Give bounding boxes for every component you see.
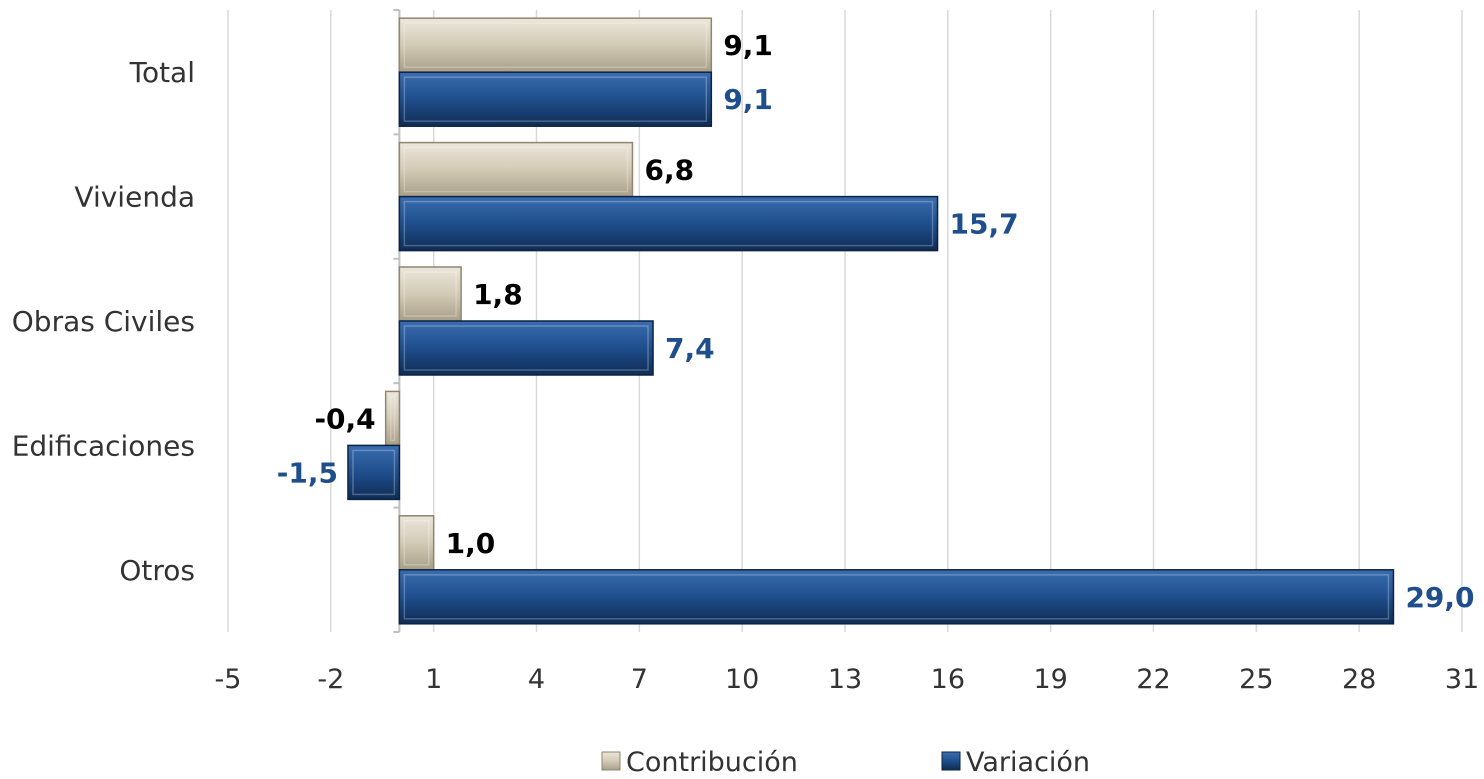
bar-variacion (398, 569, 1395, 625)
x-tick-label: 1 (425, 664, 442, 695)
bar-contribucion (398, 141, 634, 198)
bar-bevel (403, 271, 457, 317)
category-label: Total (129, 56, 195, 89)
data-label: 29,0 (1405, 581, 1474, 614)
x-tick-label: 7 (631, 664, 648, 695)
bar-variacion (398, 320, 654, 376)
x-tick-labels: -5 -2 1 4 7 10 13 16 19 22 25 28 31 (215, 664, 1480, 695)
legend-label: Contribución (626, 747, 798, 778)
axis (393, 9, 401, 633)
data-label: 1,0 (446, 527, 496, 560)
bar-rect (398, 195, 939, 252)
x-tick-label: 25 (1239, 664, 1273, 695)
bar-contribucion (398, 515, 435, 571)
bar-rect (398, 320, 654, 376)
bar-rect (398, 71, 713, 127)
bar-variacion (347, 444, 401, 501)
x-tick-label: 19 (1033, 664, 1067, 695)
data-labels: 9,1 9,1 6,8 15,7 1,8 7,4 -0,4 -1,5 1,0 29,0 (277, 29, 1475, 614)
x-tick-label: 28 (1342, 664, 1376, 695)
bar-rect (398, 266, 462, 322)
bar-bevel (403, 146, 629, 193)
x-tick-label: 22 (1136, 664, 1170, 695)
bar-contribucion (398, 266, 462, 322)
data-label: 9,1 (723, 29, 773, 62)
legend-swatch (601, 751, 621, 771)
bar-bevel (403, 200, 934, 247)
legend-swatch (941, 751, 961, 771)
data-label: 1,8 (473, 278, 523, 311)
category-label: Otros (119, 554, 195, 587)
legend-item-variacion: Variación (941, 747, 1090, 778)
bars (347, 17, 1395, 625)
bar-rect (398, 17, 713, 73)
bar-bevel (403, 76, 708, 122)
legend-label: Variación (966, 747, 1090, 778)
bar-variacion (398, 71, 713, 127)
bar-bevel (403, 520, 430, 566)
x-tick-label: 10 (725, 664, 759, 695)
bar-rect (398, 141, 634, 198)
bar-contribucion (398, 17, 713, 73)
bar-contribucion (384, 390, 401, 447)
legend-item-contribucion: Contribución (601, 747, 798, 778)
bar-rect (347, 444, 401, 501)
x-tick-label: 13 (828, 664, 862, 695)
x-tick-label: -2 (317, 664, 344, 695)
bar-bevel (403, 325, 649, 371)
x-tick-label: -5 (215, 664, 242, 695)
data-label: -0,4 (314, 402, 375, 435)
data-label: 7,4 (665, 332, 715, 365)
bar-variacion (398, 195, 939, 252)
data-label: 15,7 (950, 208, 1019, 241)
data-label: 6,8 (644, 154, 694, 187)
bar-bevel (403, 22, 708, 68)
bar-rect (384, 390, 401, 447)
category-label: Vivienda (74, 181, 195, 214)
category-label: Edificaciones (12, 429, 195, 462)
x-tick-label: 31 (1445, 664, 1479, 695)
category-label: Obras Civiles (12, 305, 195, 338)
data-label: 9,1 (723, 83, 773, 116)
x-tick-label: 4 (528, 664, 545, 695)
x-tick-label: 16 (931, 664, 965, 695)
bar-bevel (352, 449, 396, 496)
bar-bevel (403, 574, 1390, 620)
bar-rect (398, 569, 1395, 625)
data-label: -1,5 (277, 456, 338, 489)
bar-bevel (389, 395, 396, 442)
category-labels: Total Vivienda Obras Civiles Edificaciones O… (12, 56, 195, 587)
legend: Contribución Variación (601, 747, 1090, 778)
